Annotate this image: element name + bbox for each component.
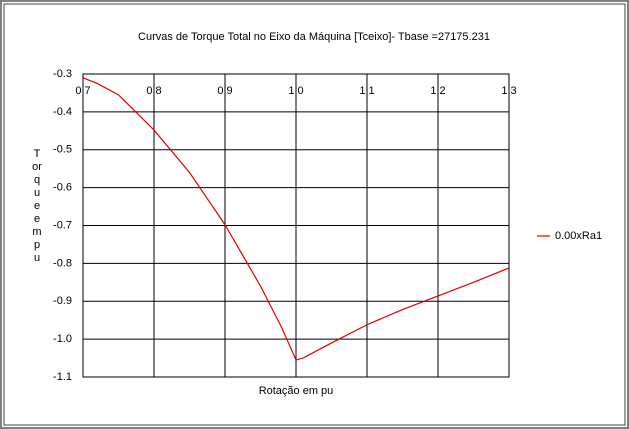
y-tick-label: -0.8 [53, 257, 72, 269]
line-series [82, 77, 510, 361]
y-tick-label: -0.6 [53, 182, 72, 194]
y-tick-label: -0.7 [53, 219, 72, 231]
x-axis-title: Rotação em pu [259, 385, 334, 397]
inner-frame [3, 3, 626, 426]
x-tick-label: 1.2 [430, 85, 445, 97]
chart-title: Curvas de Torque Total no Eixo da Máquin… [138, 31, 490, 43]
x-tick-label: 0.8 [146, 85, 161, 97]
y-tick-label: -0.5 [53, 144, 72, 156]
legend-label: 0.00xRa1 [555, 230, 602, 242]
y-tick-label: -0.4 [53, 106, 72, 118]
y-tick-label: -1.0 [53, 333, 72, 345]
y-tick-label: -0.9 [53, 295, 72, 307]
x-tick-label: 0.7 [75, 85, 90, 97]
x-tick-label: 0.9 [217, 85, 232, 97]
y-axis-title: Torque em pu [32, 148, 42, 264]
x-tick-label: 1.0 [288, 85, 303, 97]
x-tick-label: 1.3 [501, 85, 516, 97]
y-tick-label: -1.1 [53, 371, 72, 383]
y-tick-label: -0.3 [53, 68, 72, 80]
x-tick-label: 1.1 [359, 85, 374, 97]
